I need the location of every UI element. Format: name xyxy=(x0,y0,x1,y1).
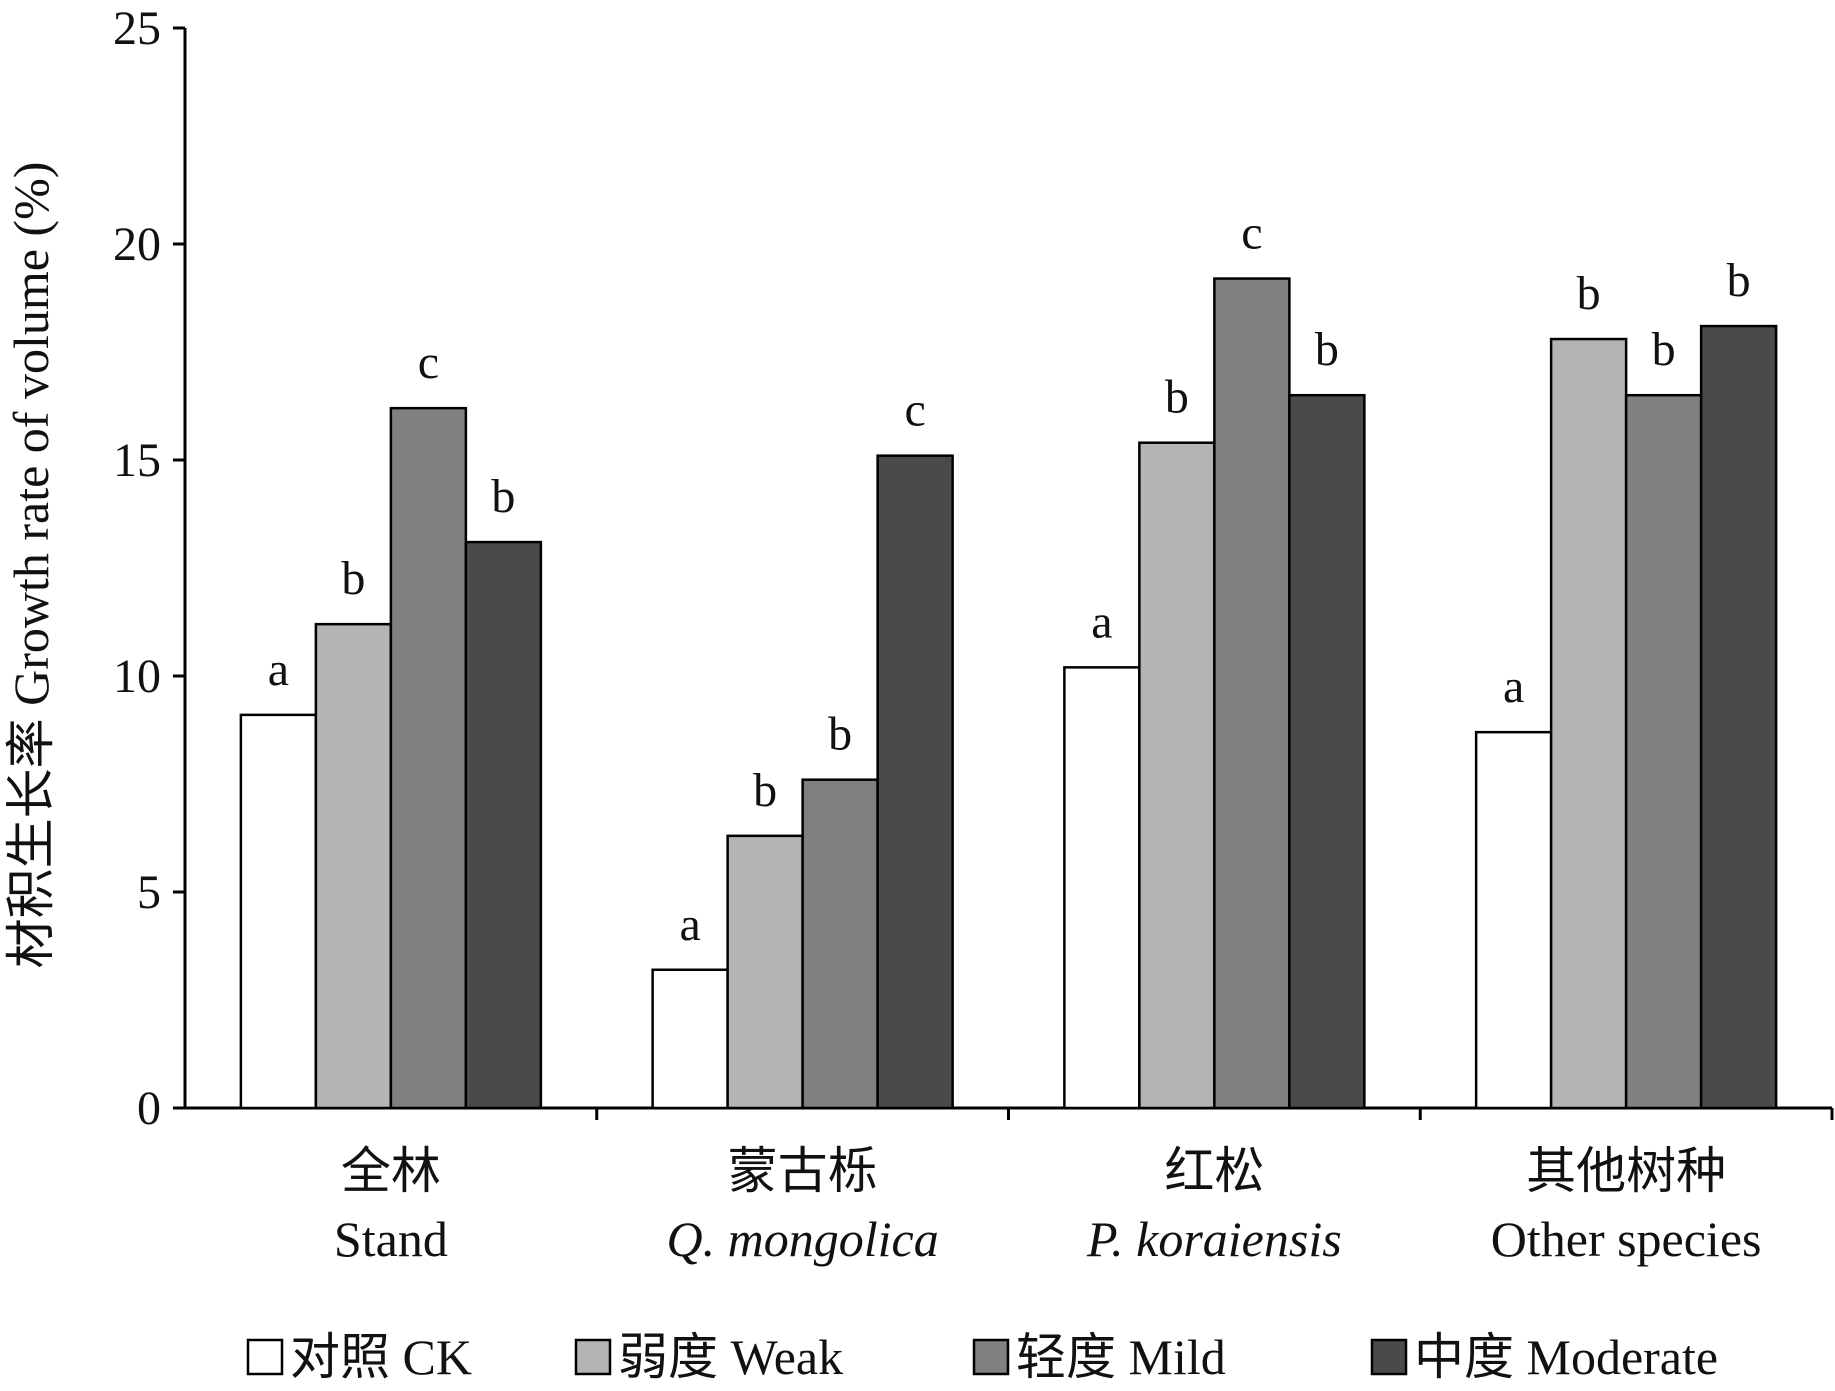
category-label-en: Stand xyxy=(334,1211,448,1267)
bars xyxy=(239,277,1778,1110)
significance-letter: a xyxy=(268,643,289,696)
category-label-zh: 红松 xyxy=(1164,1143,1264,1199)
bar xyxy=(1699,324,1778,1110)
legend-label: 对照 CK xyxy=(290,1329,472,1385)
bar xyxy=(876,454,954,1110)
y-tick-label: 20 xyxy=(113,218,161,271)
bar xyxy=(1288,393,1366,1110)
significance-letter: b xyxy=(491,470,515,523)
legend: 对照 CK 弱度 Weak 轻度 Mild 中度 Moderate xyxy=(246,1329,1718,1385)
significance-letter: b xyxy=(1652,323,1676,376)
significance-letter: b xyxy=(1165,371,1189,424)
significance-letter: c xyxy=(904,384,925,437)
significance-letter: b xyxy=(1315,323,1339,376)
bar xyxy=(651,968,729,1110)
y-tick-label: 15 xyxy=(113,434,161,487)
legend-label: 轻度 Mild xyxy=(1016,1329,1226,1385)
bar xyxy=(1624,393,1703,1110)
bar xyxy=(1063,666,1141,1110)
category-label-en: Other species xyxy=(1491,1211,1762,1267)
bar xyxy=(1138,441,1216,1110)
legend-label: 弱度 Weak xyxy=(618,1329,843,1385)
legend-label: 中度 Moderate xyxy=(1414,1329,1718,1385)
category-label-zh: 蒙古栎 xyxy=(728,1143,878,1199)
legend-swatch xyxy=(246,1338,284,1376)
legend-swatch xyxy=(574,1338,612,1376)
category-label-en: Q. mongolica xyxy=(667,1211,939,1267)
y-tick-label: 5 xyxy=(137,866,161,919)
legend-swatch xyxy=(1370,1338,1408,1376)
significance-letter: b xyxy=(1577,267,1601,320)
significance-letter: b xyxy=(341,552,365,605)
bar xyxy=(1213,277,1291,1110)
significance-letter: b xyxy=(1727,254,1751,307)
significance-letter: a xyxy=(679,898,700,951)
bar xyxy=(1474,730,1553,1110)
bar xyxy=(1549,337,1628,1110)
significance-letter: b xyxy=(828,708,852,761)
y-tick-label: 25 xyxy=(113,2,161,55)
significance-letter: c xyxy=(1241,207,1262,260)
bar xyxy=(389,406,468,1110)
category-label-zh: 其他树种 xyxy=(1526,1143,1726,1199)
bar xyxy=(801,778,879,1110)
y-tick-label: 10 xyxy=(113,650,161,703)
y-axis-label: 材积生长率 Growth rate of volume (%) xyxy=(3,162,59,969)
bar xyxy=(314,622,393,1110)
bar xyxy=(464,540,543,1110)
significance-letter: a xyxy=(1091,595,1112,648)
legend-swatch xyxy=(972,1338,1010,1376)
significance-letter: a xyxy=(1503,660,1524,713)
bar xyxy=(239,713,318,1110)
category-label-en: P. koraiensis xyxy=(1086,1211,1342,1267)
significance-letter: b xyxy=(753,764,777,817)
category-label-zh: 全林 xyxy=(341,1143,441,1199)
y-tick-label: 0 xyxy=(137,1082,161,1135)
bar xyxy=(726,834,804,1110)
significance-letter: c xyxy=(418,336,439,389)
